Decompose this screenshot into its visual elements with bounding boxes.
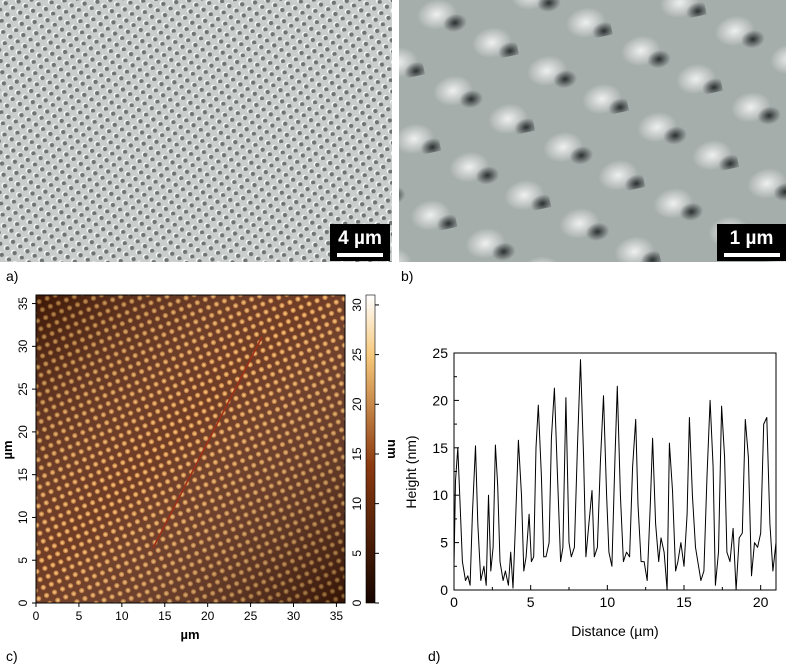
panel-d-height-profile-chart: 0 5 10 15 20 0 5 10 15 20 25 Distance (µm) Height… — [403, 345, 777, 639]
panel-a-texture — [0, 0, 392, 262]
chart-series-group — [453, 359, 777, 591]
chart-y-axis-label: Height (nm) — [403, 435, 419, 508]
panel-b-scale-bar-label: 1 µm — [729, 228, 774, 249]
panel-c-y-axis-label: µm — [0, 440, 15, 459]
panel-c-y-tick-label: 5 — [16, 557, 30, 564]
panel-c-x-tick-label: 5 — [76, 609, 83, 623]
panel-a-scale-bar: 4 µm — [330, 224, 390, 261]
panel-c-x-axis-label: µm — [180, 627, 199, 642]
colorbar-ticks: 0 5 10 15 20 25 30 — [350, 298, 379, 606]
panel-label-c: c) — [6, 648, 18, 664]
chart-series-line — [453, 359, 777, 591]
chart-x-tick-label: 0 — [450, 594, 458, 610]
panel-a-sem-image: 4 µm — [0, 0, 392, 262]
panel-c-x-tick-label: 35 — [330, 609, 344, 623]
panel-b-sem-image: 1 µm — [399, 0, 786, 262]
panel-c-x-tick-label: 30 — [287, 609, 301, 623]
panel-c-y-tick-label: 25 — [16, 382, 30, 396]
panel-b-texture — [399, 0, 786, 262]
colorbar-label: nm — [385, 439, 400, 459]
panel-c-x-ticks: 0 5 10 15 20 25 30 35 — [33, 603, 344, 623]
panel-c-x-tick-label: 25 — [244, 609, 258, 623]
colorbar-tick-label: 30 — [350, 298, 364, 312]
panel-c-afm-map: 0 5 10 15 20 25 30 35 0 5 10 15 20 25 30 35 µm µm 0 5 10… — [0, 294, 400, 642]
panel-b-scale-bar: 1 µm — [717, 224, 786, 261]
colorbar-tick-label: 25 — [350, 348, 364, 362]
panel-c-y-tick-label: 15 — [16, 468, 30, 482]
chart-y-tick-label: 10 — [432, 487, 448, 503]
chart-x-tick-label: 20 — [753, 594, 769, 610]
colorbar-tick-label: 0 — [350, 599, 364, 606]
chart-x-tick-label: 5 — [527, 594, 535, 610]
colorbar-tick-label: 5 — [350, 550, 364, 557]
colorbar — [365, 294, 376, 604]
panel-c-y-tick-label: 35 — [16, 297, 30, 311]
panel-a-scale-bar-label: 4 µm — [338, 228, 382, 249]
panel-c-y-tick-label: 10 — [16, 510, 30, 524]
chart-y-tick-label: 5 — [440, 535, 448, 551]
panel-c-x-tick-label: 20 — [201, 609, 215, 623]
afm-scan-line — [152, 336, 263, 549]
panel-c-y-tick-label: 30 — [16, 339, 30, 353]
panel-c-x-tick-label: 10 — [115, 609, 129, 623]
chart-y-tick-label: 0 — [440, 582, 448, 598]
chart-y-ticks: 0 5 10 15 20 25 — [432, 345, 459, 598]
panel-c-x-tick-label: 0 — [33, 609, 40, 623]
chart-x-tick-label: 15 — [676, 594, 692, 610]
afm-image — [35, 294, 346, 604]
panel-label-b: b) — [401, 268, 414, 284]
chart-y-tick-label: 15 — [432, 440, 448, 456]
colorbar-tick-label: 15 — [350, 447, 364, 461]
chart-y-tick-label: 20 — [432, 392, 448, 408]
colorbar-tick-label: 10 — [350, 497, 364, 511]
chart-x-tick-label: 10 — [600, 594, 616, 610]
chart-x-ticks: 0 5 10 15 20 — [450, 585, 769, 610]
panel-label-a: a) — [6, 268, 19, 284]
panel-c-y-tick-label: 0 — [16, 599, 30, 606]
chart-x-axis-label: Distance (µm) — [571, 623, 658, 639]
panel-c-y-ticks: 0 5 10 15 20 25 30 35 — [16, 297, 36, 606]
chart-y-tick-label: 25 — [432, 345, 448, 361]
panel-c-y-tick-label: 20 — [16, 425, 30, 439]
panel-c-x-tick-label: 15 — [158, 609, 172, 623]
panel-label-d: d) — [428, 648, 441, 664]
colorbar-tick-label: 20 — [350, 397, 364, 411]
